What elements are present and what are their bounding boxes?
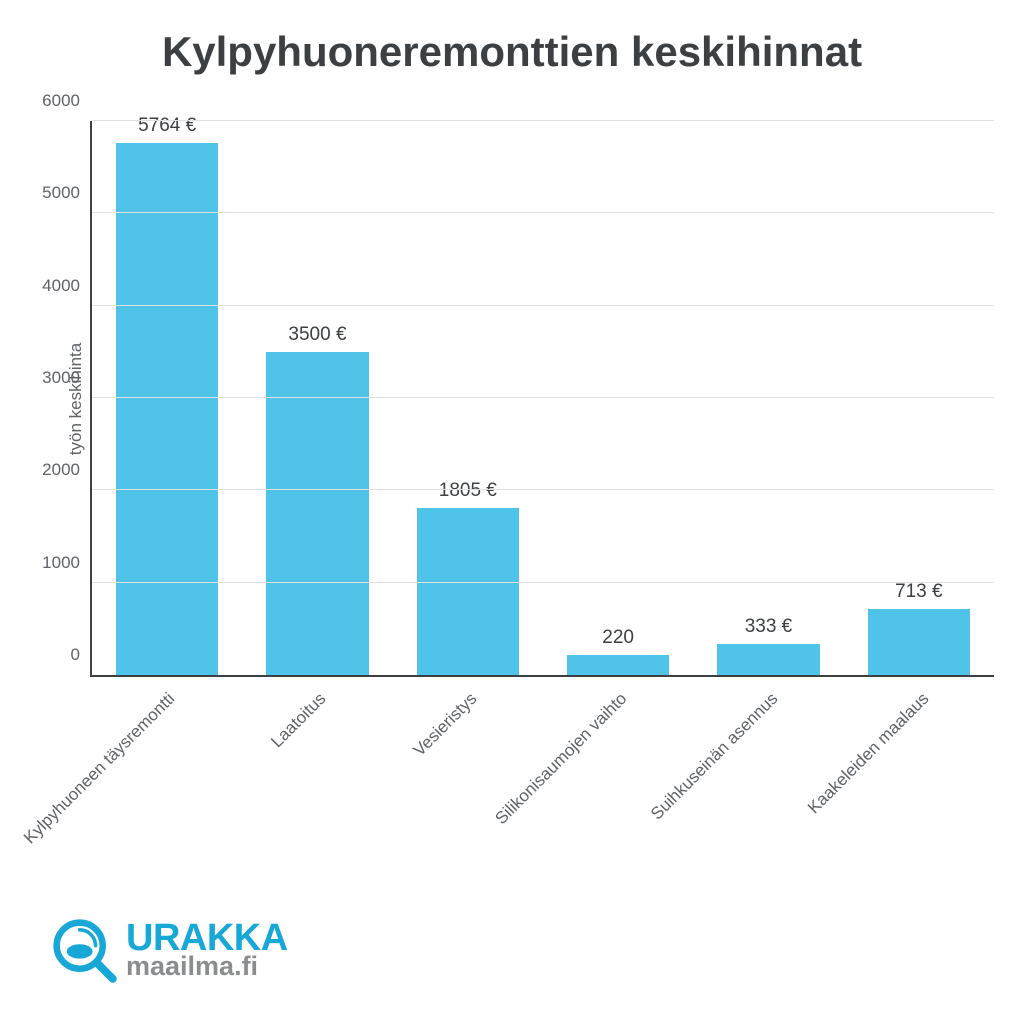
bar-value-label: 3500 € xyxy=(288,324,346,346)
bar-slot: 1805 € xyxy=(393,121,543,675)
plot-area: 5764 €3500 €1805 €220333 €713 € 01000200… xyxy=(90,121,994,677)
brand-logo: URAKKA maailma.fi xyxy=(48,914,288,986)
bar-value-label: 1805 € xyxy=(439,480,497,502)
x-label-slot: Laatoitus xyxy=(241,683,392,833)
x-label-slot: Kaakeleiden maalaus xyxy=(843,683,994,833)
x-labels: Kylpyhuoneen täysremontti Laatoitus Vesier… xyxy=(90,683,994,833)
y-tick: 6000 xyxy=(42,91,80,111)
bar-slot: 333 € xyxy=(693,121,843,675)
y-tick: 3000 xyxy=(42,368,80,388)
bar: 3500 € xyxy=(266,352,368,675)
bar: 220 xyxy=(567,655,669,675)
grid-line xyxy=(92,305,994,306)
grid-line xyxy=(92,120,994,121)
y-tick: 1000 xyxy=(42,553,80,573)
bar-slot: 5764 € xyxy=(92,121,242,675)
y-tick: 4000 xyxy=(42,276,80,296)
chart-title: Kylpyhuoneremonttien keskihinnat xyxy=(0,0,1024,86)
bar: 333 € xyxy=(717,644,819,675)
y-axis-label: työn keskihinta xyxy=(66,343,86,455)
magnifier-icon xyxy=(48,914,120,986)
x-label-slot: Kylpyhuoneen täysremontti xyxy=(90,683,241,833)
logo-text: URAKKA maailma.fi xyxy=(126,920,288,980)
bar-value-label: 333 € xyxy=(745,616,793,638)
grid-line xyxy=(92,489,994,490)
x-tick-label: Vesieristys xyxy=(409,689,481,761)
x-tick-label: Laatoitus xyxy=(267,689,330,752)
grid-line xyxy=(92,397,994,398)
bar-slot: 3500 € xyxy=(242,121,392,675)
bar: 1805 € xyxy=(417,508,519,675)
y-tick: 5000 xyxy=(42,183,80,203)
y-tick: 0 xyxy=(71,645,80,665)
bar-value-label: 5764 € xyxy=(138,115,196,137)
logo-line2: maailma.fi xyxy=(126,954,288,980)
x-tick-label: Kylpyhuoneen täysremontti xyxy=(20,689,179,848)
grid-line xyxy=(92,212,994,213)
bar-value-label: 220 xyxy=(602,627,634,649)
y-tick: 2000 xyxy=(42,460,80,480)
bar: 5764 € xyxy=(116,143,218,675)
chart-area: työn keskihinta 5764 €3500 €1805 €220333… xyxy=(90,121,994,677)
bars-container: 5764 € 3500 € 1805 € 220 333 € 713 € xyxy=(92,121,994,675)
bar-value-label: 713 € xyxy=(895,581,943,603)
bar-slot: 220 xyxy=(543,121,693,675)
bar-slot: 713 € xyxy=(844,121,994,675)
bar: 713 € xyxy=(868,609,970,675)
grid-line xyxy=(92,582,994,583)
